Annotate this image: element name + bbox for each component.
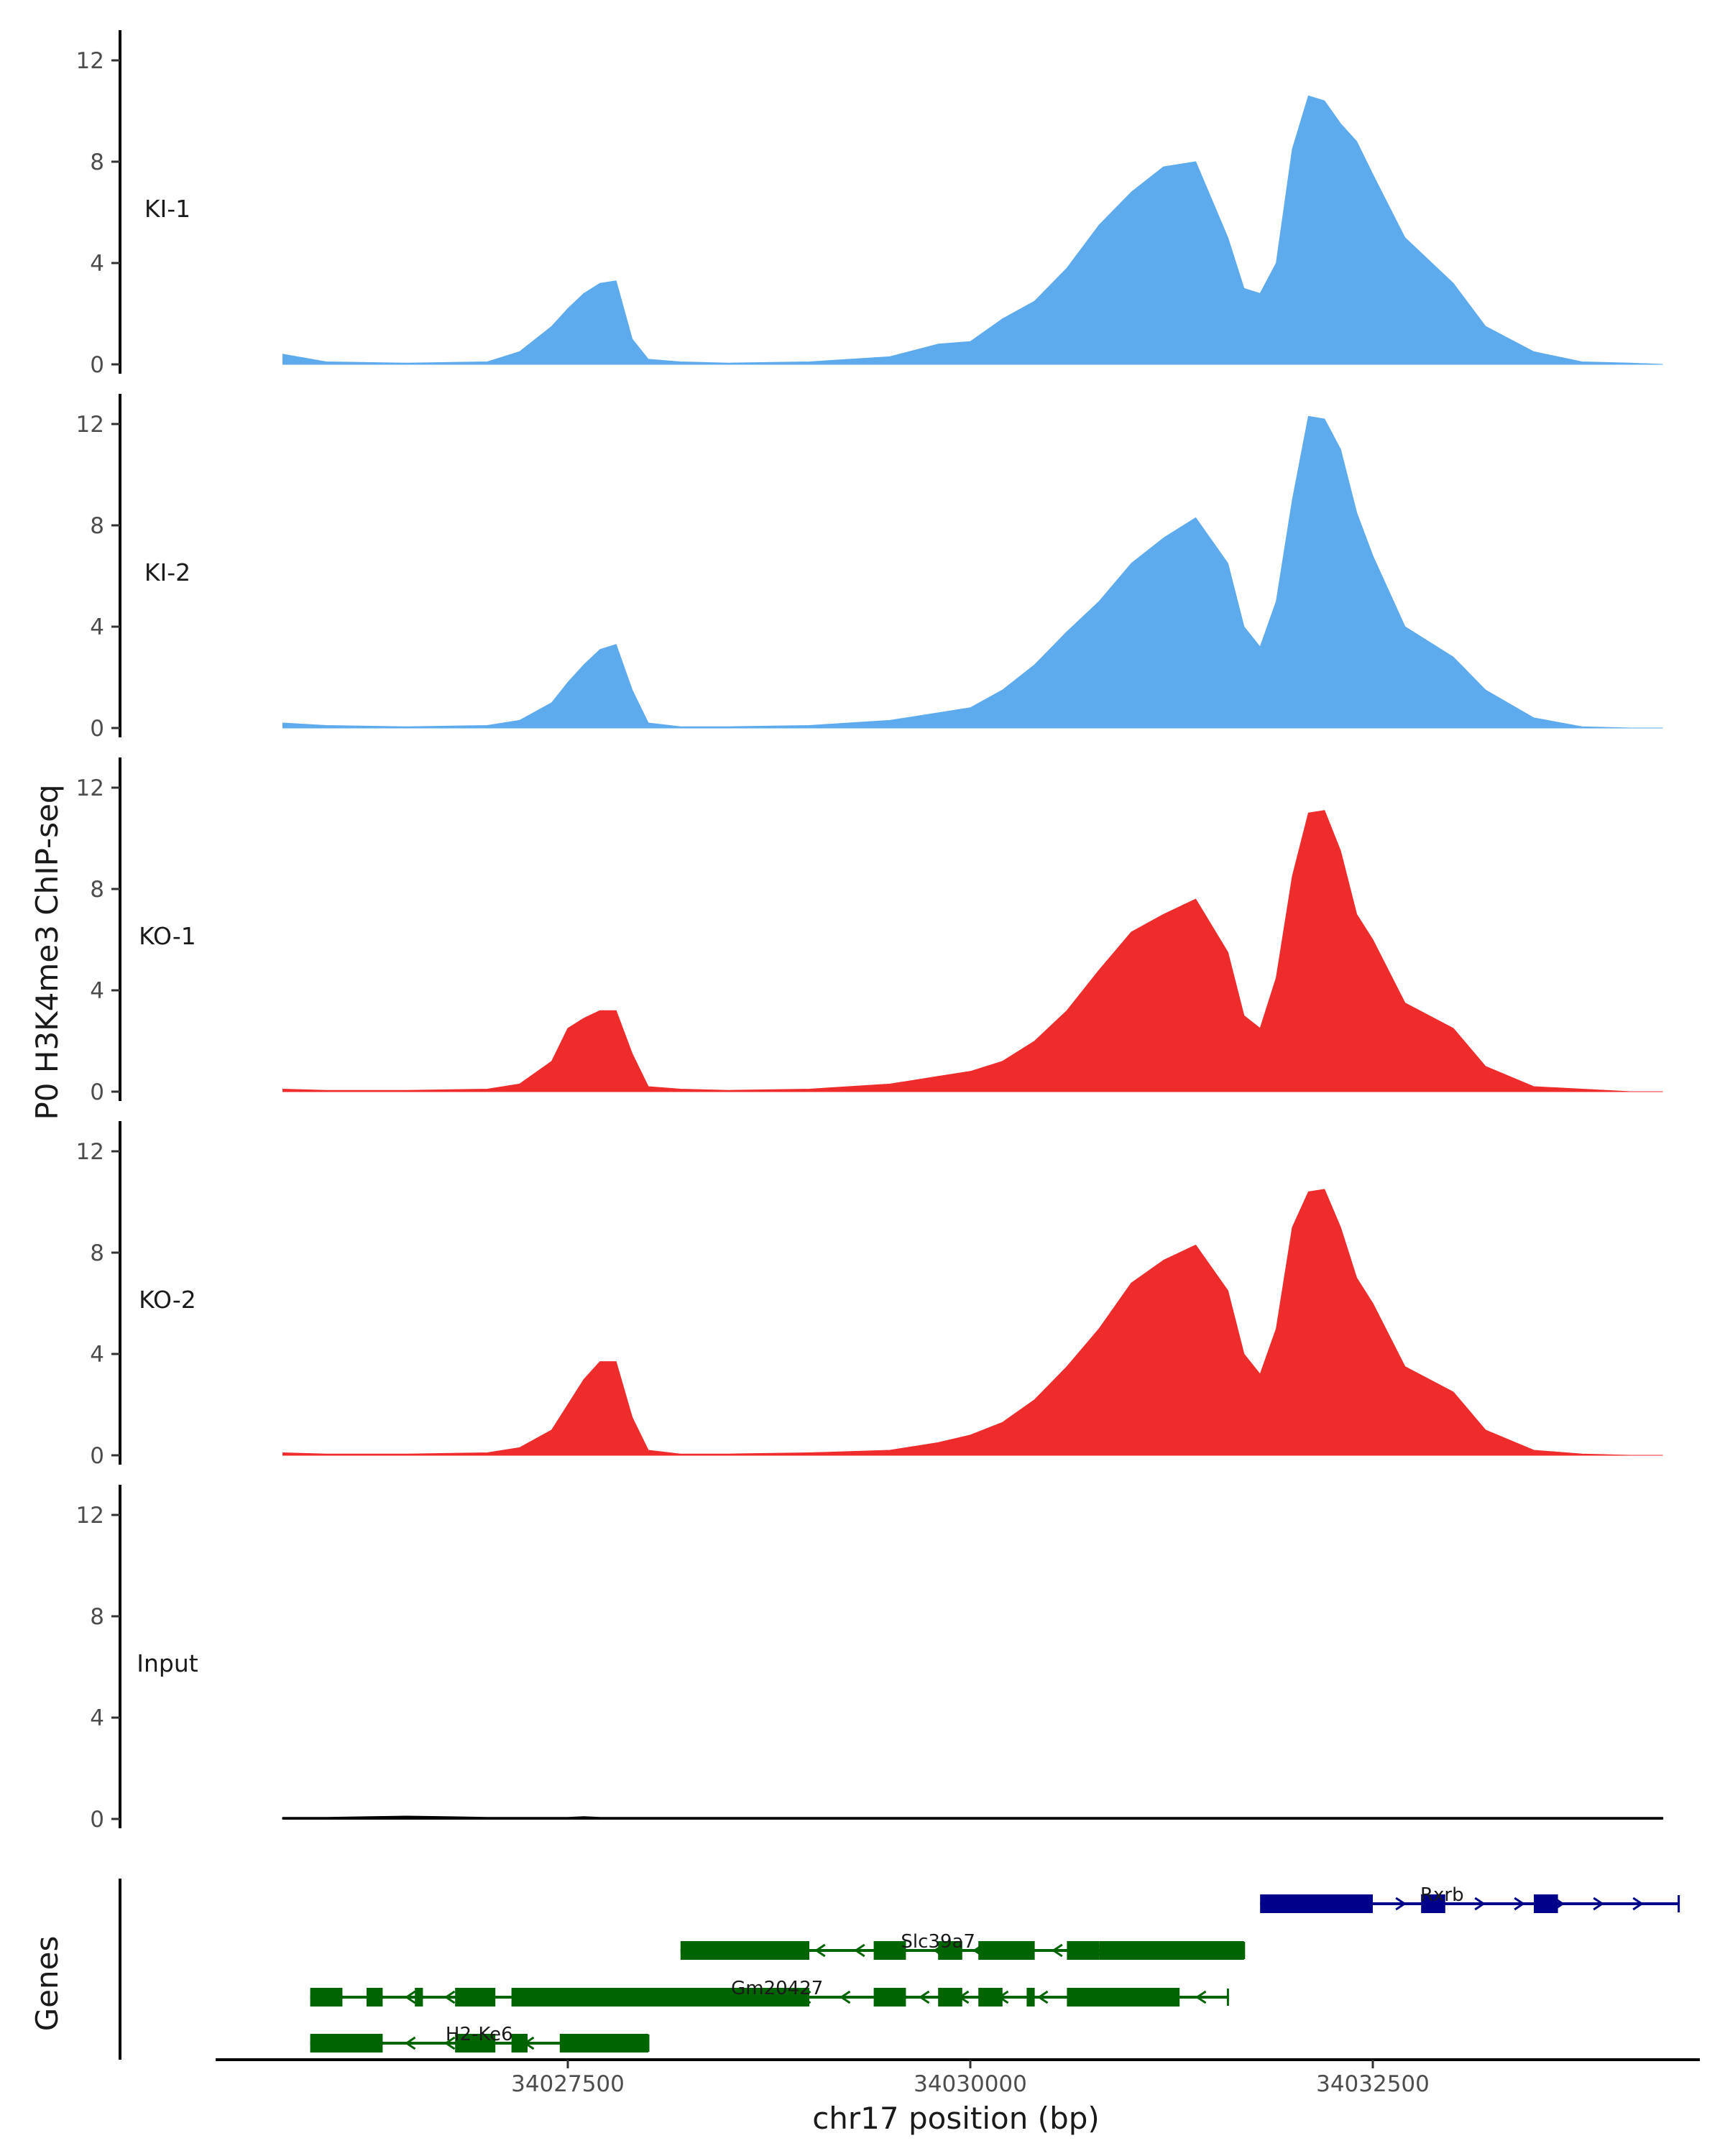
- track-label-ki-2: KI-2: [144, 558, 190, 586]
- y-tick-label: 0: [90, 352, 104, 378]
- gene-exon: [455, 1988, 496, 2007]
- strand-arrow: [854, 1943, 865, 1958]
- strand-arrow: [1036, 1990, 1049, 2004]
- y-tick-label: 4: [90, 251, 104, 277]
- y-tick-label: 12: [76, 412, 104, 438]
- y-tick-label: 8: [90, 513, 104, 539]
- panel-ki-1: 0 4 8 12 KI-1: [76, 30, 1663, 378]
- gene-exon: [1067, 1988, 1180, 2007]
- gene-slc39a7: Slc39a7: [680, 1931, 1246, 1960]
- track-label-ki-1: KI-1: [144, 195, 190, 223]
- x-tick-label: 34027500: [511, 2071, 625, 2097]
- gene-annotation-panel: Rxrb Slc39a7 Gm20427 H2-Ke6: [119, 1879, 1680, 2060]
- gene-exon: [367, 1988, 383, 2007]
- gene-exon: [1534, 1894, 1558, 1913]
- coverage-area-ko-1: [282, 810, 1663, 1092]
- strand-arrow: [839, 1990, 851, 2004]
- gene-exon: [511, 2034, 528, 2053]
- strand-arrow: [814, 1943, 826, 1958]
- gene-exon: [1026, 1988, 1035, 2007]
- track-label-ko-1: KO-1: [139, 922, 196, 950]
- gene-exon: [873, 1988, 906, 2007]
- gene-gm20427: Gm20427: [310, 1978, 1229, 2007]
- gene-exon: [1099, 1941, 1244, 1960]
- y-tick-label: 4: [90, 1342, 104, 1368]
- gene-label-slc39a7: Slc39a7: [901, 1931, 975, 1953]
- strand-arrow: [404, 1990, 416, 2004]
- strand-arrow: [1514, 1897, 1525, 1911]
- gene-label-h2-ke6: H2-Ke6: [446, 2024, 513, 2045]
- gene-exon: [559, 2034, 648, 2053]
- coverage-area-ki-2: [282, 415, 1663, 729]
- gene-exon: [415, 1988, 423, 2007]
- y-tick-label: 0: [90, 716, 104, 742]
- gene-exon: [938, 1988, 962, 2007]
- gene-exon: [1421, 1894, 1445, 1913]
- y-axis-title: P0 H3K4me3 ChIP-seq: [29, 784, 65, 1120]
- gene-exon: [680, 1941, 809, 1960]
- gene-panel-title: Genes: [29, 1936, 65, 2032]
- strand-arrow: [918, 1990, 930, 2004]
- gene-exon: [310, 1988, 343, 2007]
- track-label-input: Input: [137, 1649, 198, 1677]
- y-tick-label: 12: [76, 48, 104, 74]
- y-tick-label: 4: [90, 614, 104, 640]
- strand-arrow: [1052, 1943, 1063, 1958]
- gene-exon: [455, 2034, 496, 2053]
- y-tick-label: 8: [90, 149, 104, 175]
- x-axis: 34027500 34030000 34032500: [216, 2058, 1700, 2097]
- gene-exon: [1067, 1941, 1100, 1960]
- gene-exon: [310, 2034, 383, 2053]
- panel-ki-2: 0 4 8 12 KI-2: [76, 394, 1663, 742]
- strand-arrow: [404, 2036, 416, 2050]
- strand-arrow: [1395, 1897, 1407, 1911]
- coverage-area-input: [282, 1815, 1664, 1820]
- gene-exon: [938, 1941, 962, 1960]
- y-tick-label: 4: [90, 1705, 104, 1731]
- y-tick-label: 8: [90, 877, 104, 903]
- gene-exon: [873, 1941, 906, 1960]
- y-tick-label: 0: [90, 1079, 104, 1105]
- panel-ko-1: 0 4 8 12 KO-1: [76, 757, 1663, 1105]
- coverage-area-ki-1: [282, 95, 1663, 365]
- x-axis-title: chr17 position (bp): [812, 2101, 1100, 2136]
- track-label-ko-2: KO-2: [139, 1286, 196, 1314]
- gene-label-gm20427: Gm20427: [731, 1978, 823, 1999]
- x-tick-label: 34030000: [914, 2071, 1027, 2097]
- y-tick-label: 12: [76, 1503, 104, 1529]
- y-tick-label: 0: [90, 1443, 104, 1469]
- panel-input: 0 4 8 12 Input: [76, 1485, 1664, 1833]
- gene-h2-ke6: H2-Ke6: [310, 2024, 650, 2053]
- strand-arrow: [443, 1990, 456, 2004]
- strand-arrow: [1632, 1897, 1644, 1911]
- gene-exon: [511, 1988, 809, 2007]
- y-tick-label: 4: [90, 978, 104, 1004]
- y-tick-label: 8: [90, 1604, 104, 1630]
- gene-exon: [978, 1941, 1035, 1960]
- panel-ko-2: 0 4 8 12 KO-2: [76, 1121, 1663, 1469]
- gene-label-rxrb: Rxrb: [1420, 1884, 1464, 1906]
- y-tick-label: 12: [76, 775, 104, 801]
- strand-arrow: [1195, 1990, 1207, 2004]
- strand-arrow: [1593, 1897, 1604, 1911]
- strand-arrow: [1474, 1897, 1486, 1911]
- gene-exon: [1292, 1894, 1373, 1913]
- x-tick-label: 34032500: [1316, 2071, 1430, 2097]
- strand-arrow: [443, 2036, 456, 2050]
- coverage-panels: 0 4 8 12 KI-1 0 4 8 12 KI-2 0 4 8 12 KO-1 0 4 8 12 KO-2 0 4 8 1…: [76, 30, 1664, 1833]
- y-tick-label: 12: [76, 1139, 104, 1165]
- gene-rxrb: Rxrb: [1260, 1884, 1680, 1913]
- coverage-area-ko-2: [282, 1189, 1663, 1456]
- gene-exon: [1260, 1894, 1292, 1913]
- y-tick-label: 0: [90, 1807, 104, 1833]
- y-tick-label: 8: [90, 1240, 104, 1266]
- gene-exon: [978, 1988, 1003, 2007]
